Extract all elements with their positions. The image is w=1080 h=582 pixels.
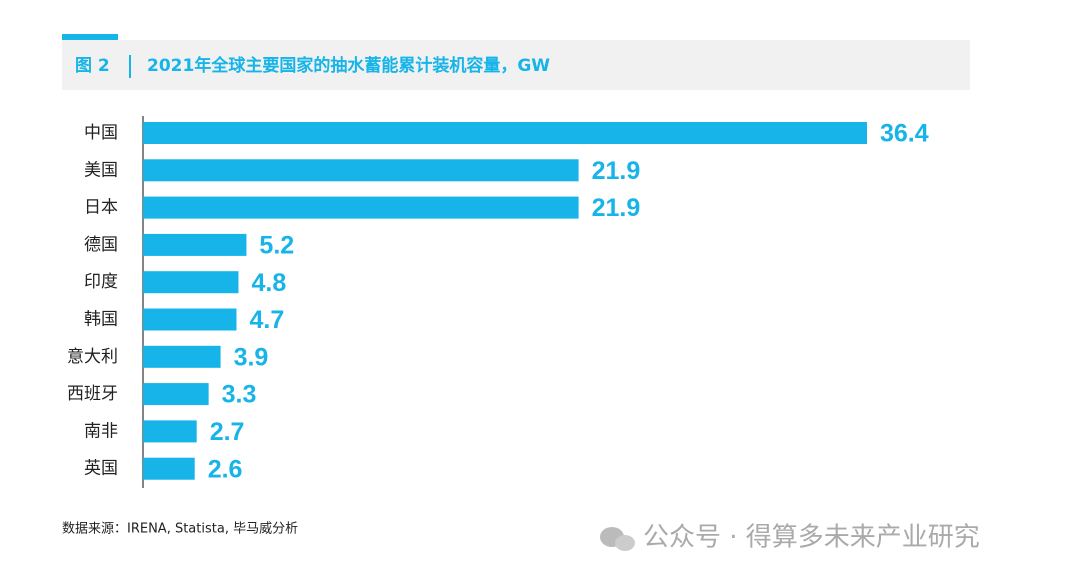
bar — [143, 196, 579, 219]
bar — [143, 233, 247, 256]
watermark: 公众号 · 得算多未来产业研究 — [643, 523, 980, 553]
category-label: 印度 — [84, 272, 118, 292]
bar — [143, 345, 221, 368]
category-label: 美国 — [84, 160, 118, 180]
category-label: 德国 — [84, 235, 118, 255]
value-label: 4.8 — [251, 269, 286, 297]
bar — [143, 271, 239, 294]
category-label: 韩国 — [84, 310, 118, 330]
bar — [143, 457, 195, 480]
category-label: 意大利 — [67, 347, 118, 367]
chart-title: 2021年全球主要国家的抽水蓄能累计装机容量，GW — [147, 55, 550, 76]
category-label: 南非 — [84, 421, 118, 441]
value-label: 3.9 — [234, 343, 269, 371]
bar — [143, 420, 197, 443]
value-label: 36.4 — [880, 120, 929, 148]
value-label: 21.9 — [592, 194, 641, 222]
value-label: 21.9 — [592, 157, 641, 185]
value-label: 2.6 — [208, 455, 243, 483]
category-label: 西班牙 — [67, 384, 118, 404]
value-label: 2.7 — [210, 418, 245, 446]
bar — [143, 122, 867, 144]
value-label: 3.3 — [222, 381, 257, 409]
header-accent — [62, 34, 118, 40]
bar — [143, 159, 579, 182]
watermark-icon — [600, 527, 635, 551]
figure-label: 图 2 — [75, 56, 110, 76]
category-label: 日本 — [84, 198, 118, 218]
header-band — [62, 40, 970, 90]
category-label: 英国 — [84, 459, 118, 479]
bar — [143, 308, 237, 331]
bar — [143, 383, 209, 406]
value-label: 5.2 — [259, 232, 294, 260]
value-label: 4.7 — [249, 306, 284, 334]
source-note: 数据来源：IRENA, Statista, 毕马威分析 — [62, 522, 298, 537]
category-label: 中国 — [84, 123, 118, 143]
